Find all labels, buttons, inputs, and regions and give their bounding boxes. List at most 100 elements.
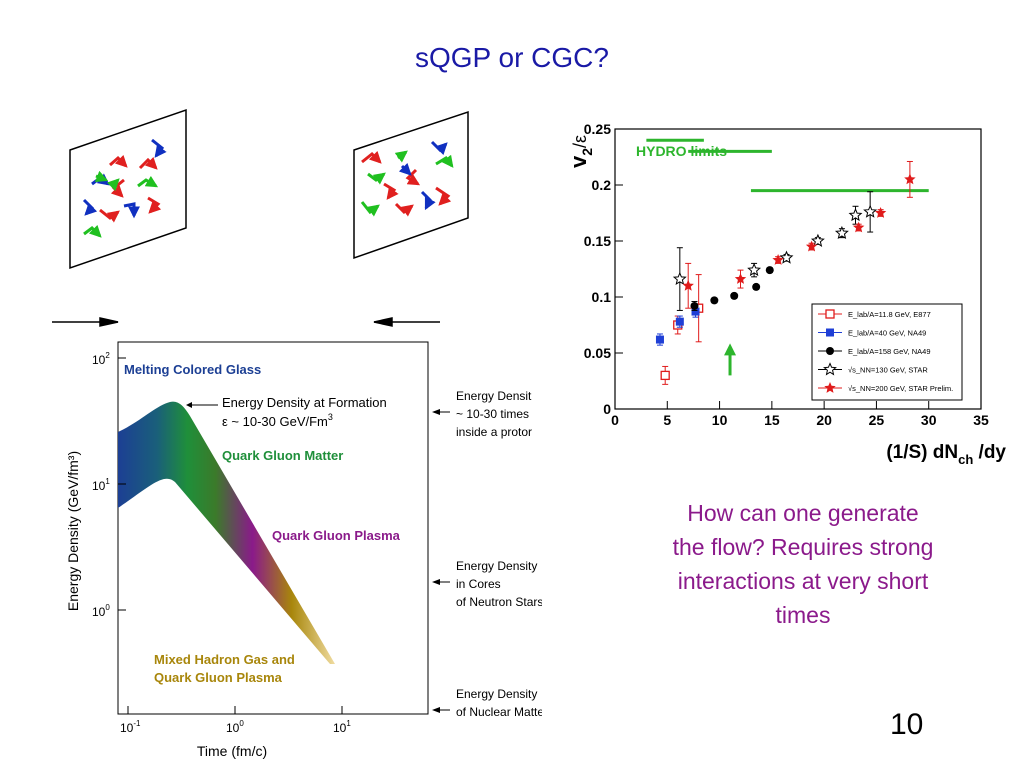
data-point <box>691 307 700 316</box>
legend-marker <box>824 382 836 393</box>
y-axis-label: Energy Density (GeV/fm³) <box>65 451 81 611</box>
legend-label: E_lab/A=11.8 GeV, E877 <box>848 310 931 319</box>
y-tick-label: 0 <box>603 401 611 417</box>
x-tick-base: 10 <box>120 721 134 735</box>
peak-annotation-text: ε ~ 10-30 GeV/Fm <box>222 414 328 429</box>
ref-line: in Cores <box>456 577 501 591</box>
x-tick-label: 30 <box>921 412 937 428</box>
y-tick-base: 10 <box>92 605 106 619</box>
y-label-main: v <box>566 155 591 168</box>
reference-mark-nuclear-matter: Energy Density of Nuclear Matter <box>432 687 548 719</box>
x-tick-base: 10 <box>226 721 240 735</box>
energy-density-chart: 102 101 100 10-1 100 101 Time (fm/c) Ene… <box>65 341 560 759</box>
arrow-right-to-left <box>373 317 440 327</box>
data-point <box>874 207 887 218</box>
y-tick-label: 0.2 <box>592 177 612 193</box>
green-arrow-head <box>724 343 737 356</box>
data-point <box>852 221 865 233</box>
data-point <box>660 370 670 381</box>
region-label-mixed-2: Quark Gluon Plasma <box>154 670 283 685</box>
ref-line: Energy Densit <box>456 389 532 403</box>
ref-line: ~ 10-30 times <box>456 407 529 421</box>
region-label-qgm: Quark Gluon Matter <box>222 448 343 463</box>
y-tick-exp: 1 <box>105 477 110 486</box>
y-tick-base: 10 <box>92 353 106 367</box>
v2-legend: E_lab/A=11.8 GeV, E877 E_lab/A=40 GeV, NA… <box>811 303 963 401</box>
data-point <box>848 207 863 222</box>
data-point <box>672 271 687 285</box>
x-tick-label: 20 <box>816 412 832 428</box>
x-label-rest: /dy <box>973 442 1006 463</box>
svg-text:v2/ε: v2/ε <box>566 135 595 168</box>
region-label-mixed: Mixed Hadron Gas and <box>154 652 295 667</box>
data-point <box>863 204 878 218</box>
data-point <box>710 296 719 305</box>
x-tick-label: 25 <box>869 412 885 428</box>
y-label-sub: 2 <box>579 148 595 156</box>
data-point <box>655 335 664 344</box>
region-label-cgc: Melting Colored Glass <box>124 362 261 377</box>
x-tick-label: 100 <box>226 719 244 735</box>
legend-marker <box>823 362 837 376</box>
x-tick-exp: 1 <box>346 719 351 728</box>
y-tick-base: 10 <box>92 479 106 493</box>
panel-right <box>353 110 469 260</box>
x-tick-exp: -1 <box>133 719 141 728</box>
y-tick-exp: 0 <box>105 603 110 612</box>
slide-title: sQGP or CGC? <box>415 42 609 73</box>
data-point <box>752 282 761 291</box>
peak-annotation-line2: ε ~ 10-30 GeV/Fm3 <box>222 412 333 429</box>
clip-mask <box>542 376 560 736</box>
y-axis-ticks <box>118 357 126 611</box>
flux-tube-panels <box>52 108 469 327</box>
x-tick-label: 10 <box>712 412 728 428</box>
region-label-qgp: Quark Gluon Plasma <box>272 528 401 543</box>
x-axis-label: Time (fm/c) <box>197 743 267 759</box>
ref-line: of Nuclear Matter <box>456 705 548 719</box>
y-tick-label: 0.25 <box>584 121 611 137</box>
ref-line: inside a protor <box>456 425 532 439</box>
reference-mark-proton: Energy Densit ~ 10-30 times inside a pro… <box>432 389 532 439</box>
x-tick-exp: 0 <box>239 719 244 728</box>
data-point <box>834 225 849 240</box>
data-point <box>690 301 699 310</box>
legend-label: √s_NN=200 GeV, STAR Prelim. <box>848 384 953 393</box>
y-tick-label: 102 <box>92 351 110 367</box>
data-point <box>734 273 747 284</box>
page-number: 10 <box>890 708 924 741</box>
y-tick-label: 100 <box>92 603 110 619</box>
y-tick-label: 101 <box>92 477 110 493</box>
legend-marker <box>825 309 835 319</box>
x-label-sub: ch <box>958 452 973 467</box>
ref-line: Energy Density <box>456 559 537 573</box>
data-point <box>805 240 818 252</box>
data-point <box>772 254 784 265</box>
panel-left <box>69 108 187 270</box>
v2-marks: 0 5 10 15 20 25 30 35 0 0.05 0.1 0.15 0.2 0.25 <box>584 121 989 428</box>
x-axis-ticks <box>127 706 343 714</box>
x-label-main: (1/S) dN <box>886 442 958 463</box>
question-text: How can one generate the flow? Requires … <box>672 500 934 628</box>
data-point <box>765 266 774 275</box>
x-tick-label: 101 <box>333 719 351 735</box>
data-point <box>904 173 916 185</box>
energy-band <box>118 401 335 664</box>
x-tick-label: 35 <box>973 412 989 428</box>
data-point <box>682 279 694 291</box>
legend-label: √s_NN=130 GeV, STAR <box>848 366 928 375</box>
data-point <box>730 291 739 300</box>
ref-line: of Neutron Stars <box>456 595 543 609</box>
x-tick-label: 10-1 <box>120 719 141 735</box>
legend-marker <box>826 328 834 337</box>
legend-marker <box>826 347 834 355</box>
legend-label: E_lab/A=40 GeV, NA49 <box>848 329 926 338</box>
reference-mark-neutron-star: Energy Density in Cores of Neutron Stars <box>432 559 543 609</box>
data-point <box>779 250 794 264</box>
legend-label: E_lab/A=158 GeV, NA49 <box>848 347 931 356</box>
data-point <box>675 317 684 326</box>
x-tick-label: 0 <box>611 412 619 428</box>
y-tick-label: 0.1 <box>592 289 612 305</box>
x-tick-base: 10 <box>333 721 347 735</box>
hydro-limits-annotation: HYDRO limits <box>636 143 727 159</box>
y-label-rest: /ε <box>570 135 590 148</box>
